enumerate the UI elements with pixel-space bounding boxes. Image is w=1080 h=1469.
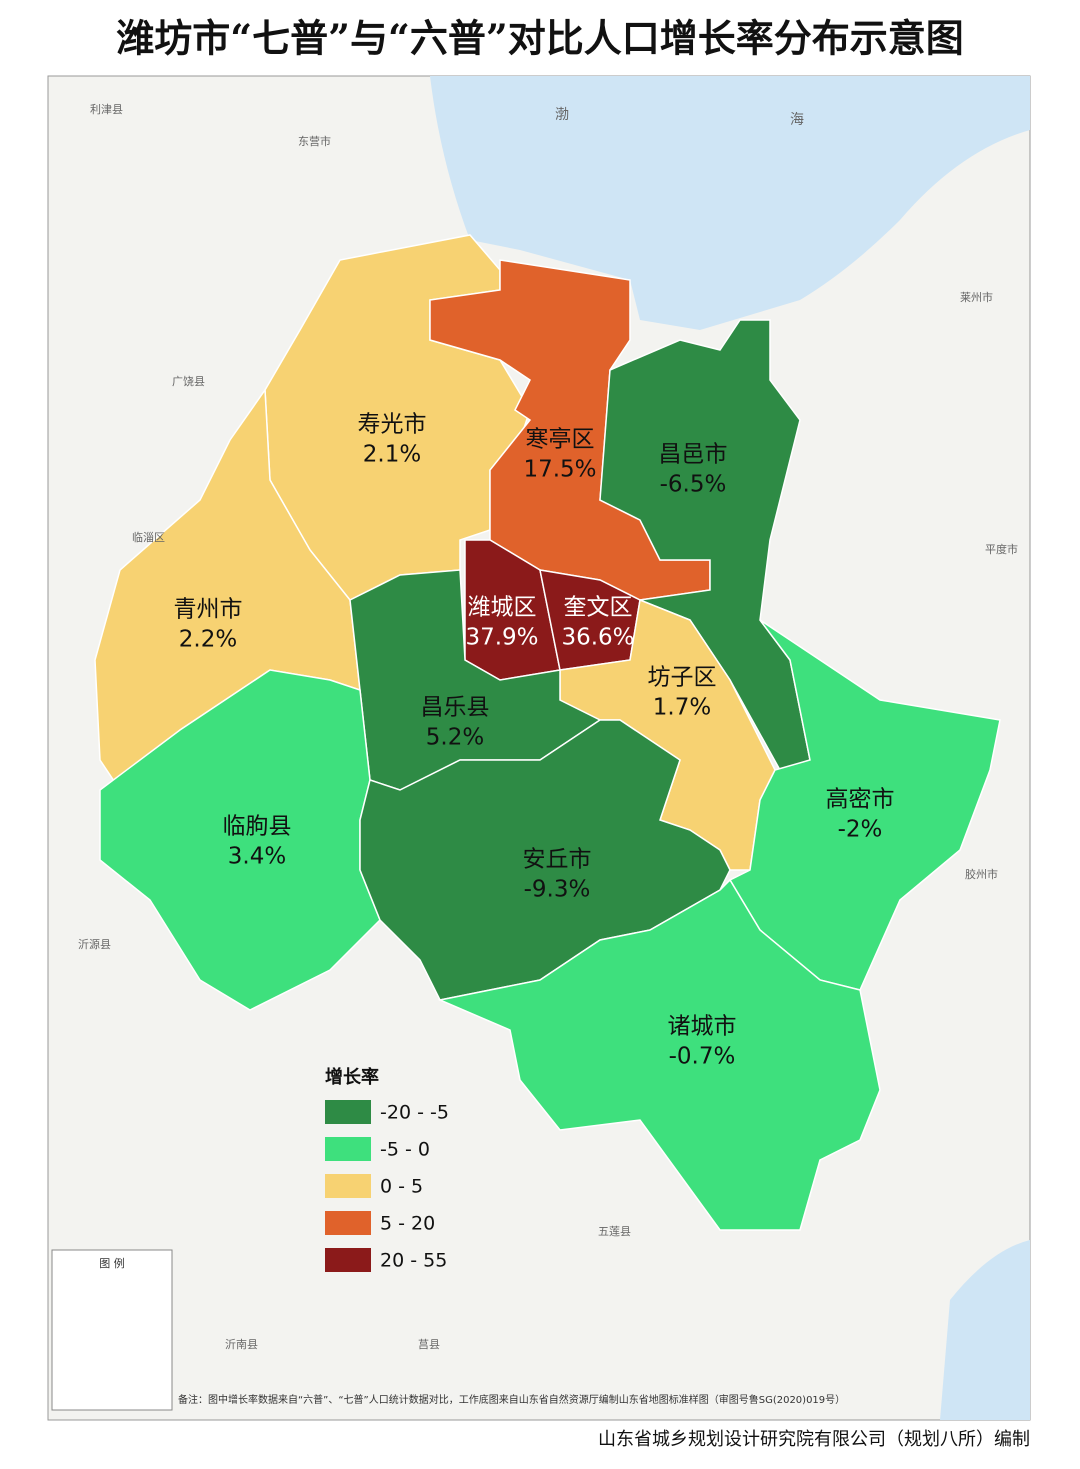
region-rate: -2% xyxy=(838,817,883,843)
region-name: 诸城市 xyxy=(668,1014,737,1040)
place-label: 胶州市 xyxy=(965,867,998,881)
region-rate: 5.2% xyxy=(426,725,484,751)
map-key-box xyxy=(51,1249,173,1411)
region-rate: -9.3% xyxy=(524,877,591,903)
region xyxy=(359,719,731,1001)
legend-swatch xyxy=(325,1248,371,1272)
legend-title: 增长率 xyxy=(325,1066,379,1088)
region-rate: 1.7% xyxy=(653,695,711,721)
legend: 增长率 -20 - -5 -5 - 0 0 - 5 5 - 20 20 - 55 xyxy=(325,1066,449,1272)
region-name: 昌邑市 xyxy=(659,442,728,468)
place-label: 广饶县 xyxy=(172,375,205,388)
region-rate: -0.7% xyxy=(669,1044,736,1070)
region-rate: 17.5% xyxy=(523,457,596,483)
place-label: 莒县 xyxy=(418,1338,440,1351)
region-rate: 2.1% xyxy=(363,442,421,468)
region-name: 安丘市 xyxy=(523,847,592,873)
legend-label: -20 - -5 xyxy=(380,1102,449,1124)
sea-label: 海 xyxy=(790,112,804,128)
place-label: 莱州市 xyxy=(960,290,993,304)
place-label: 沂南县 xyxy=(225,1338,258,1351)
legend-swatch xyxy=(325,1211,371,1235)
region-name: 寒亭区 xyxy=(526,427,595,453)
basemap-labels: 利津县 东营市 广饶县 临淄区 沂源县 沂南县 莒县 五莲县 平度市 胶州市 莱… xyxy=(78,103,1018,1351)
region-name: 寿光市 xyxy=(358,412,427,438)
region-rate: 3.4% xyxy=(228,844,286,870)
region-name: 青州市 xyxy=(174,597,243,623)
region-name: 高密市 xyxy=(826,787,895,813)
region-rate: -6.5% xyxy=(660,472,727,498)
region xyxy=(437,878,881,1231)
region-rate: 36.6% xyxy=(561,625,634,651)
region-labels: 寿光市 2.1% 寒亭区 17.5% 昌邑市 -6.5% 青州市 2.2% 潍城… xyxy=(174,412,895,1070)
place-label: 临淄区 xyxy=(132,530,165,544)
region-name: 潍城区 xyxy=(468,595,537,621)
place-label: 东营市 xyxy=(298,134,331,148)
region-rate: 37.9% xyxy=(465,625,538,651)
regions xyxy=(94,234,1001,1231)
place-label: 利津县 xyxy=(90,103,123,116)
sea xyxy=(430,76,1030,330)
region-rate: 2.2% xyxy=(179,627,237,653)
region-name: 昌乐县 xyxy=(421,695,490,721)
source: 山东省城乡规划设计研究院有限公司（规划八所）编制 xyxy=(598,1429,1030,1450)
sea xyxy=(940,1240,1030,1420)
place-label: 沂源县 xyxy=(78,937,111,951)
place-label: 平度市 xyxy=(985,542,1018,556)
region-name: 坊子区 xyxy=(648,665,717,691)
legend-swatch xyxy=(325,1137,371,1161)
sea-label: 渤 xyxy=(555,107,569,123)
legend-swatch xyxy=(325,1174,371,1198)
legend-label: 0 - 5 xyxy=(380,1176,423,1198)
map-key-title: 图 例 xyxy=(99,1256,125,1270)
legend-label: 20 - 55 xyxy=(380,1250,447,1272)
legend-label: -5 - 0 xyxy=(380,1139,430,1161)
place-label: 五莲县 xyxy=(598,1225,631,1238)
map-key: 图 例 xyxy=(51,1249,173,1411)
map-title: 潍坊市“七普”与“六普”对比人口增长率分布示意图 xyxy=(116,16,963,61)
region-name: 临朐县 xyxy=(223,814,292,840)
note: 备注：图中增长率数据来自“六普”、“七普”人口统计数据对比，工作底图来自山东省自… xyxy=(178,1393,845,1406)
legend-label: 5 - 20 xyxy=(380,1213,435,1235)
legend-swatch xyxy=(325,1100,371,1124)
region-name: 奎文区 xyxy=(564,595,633,621)
